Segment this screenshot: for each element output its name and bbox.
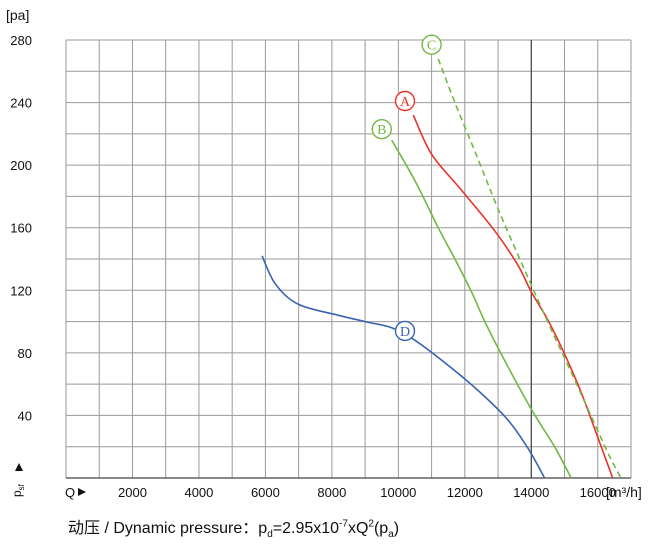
x-tick-label: 16000 [580, 485, 616, 500]
formula-q: xQ [347, 520, 369, 537]
x-tick-label: 14000 [513, 485, 549, 500]
y-tick-label: 160 [10, 221, 32, 236]
fan-performance-chart: 40 80 120 160 200 240 280 2000 4000 6000 8000 10000… [6, 7, 642, 500]
x-tick-label: 12000 [447, 485, 483, 500]
grid [65, 39, 632, 479]
curve-d [261, 255, 546, 479]
y-tick-label: 280 [10, 33, 32, 48]
x-tick-label: 2000 [118, 485, 147, 500]
formula-exp: -7 [339, 518, 348, 530]
curve-label-circle [394, 320, 416, 342]
y-tick-label: 200 [10, 158, 32, 173]
y-unit-label: [pa] [6, 7, 29, 23]
curve-label-circle [421, 34, 442, 55]
curve-a [412, 114, 614, 479]
x-unit-label: [m³/h] [606, 484, 642, 500]
formula-q-exp: 2 [368, 518, 374, 530]
x-tick-label: 4000 [184, 485, 213, 500]
curve-labels: AB C D [371, 34, 442, 342]
tick-labels: 40 80 120 160 200 240 280 2000 4000 6000 8000 10000… [10, 33, 616, 500]
curve-label-text: B [377, 123, 386, 138]
curve-label-circle [371, 118, 392, 140]
curve-label-c: C [421, 34, 442, 55]
x-tick-label: 8000 [317, 485, 346, 500]
curve-label-circle [394, 90, 416, 112]
curve-b [391, 139, 572, 479]
p-axis-symbol: psf [10, 483, 26, 497]
q-arrow-icon [78, 488, 86, 496]
q-axis-symbol: Q [65, 485, 75, 500]
curve-label-a: A [394, 90, 416, 112]
q-axis-marker: Q [65, 485, 86, 500]
formula-prefix: 动压 / Dynamic pressure： [68, 520, 259, 537]
p-axis-marker: psf [10, 463, 26, 497]
curve-label-d: D [394, 320, 416, 342]
y-tick-label: 120 [10, 283, 32, 298]
y-tick-label: 80 [18, 346, 32, 361]
formula-pa-sub: a [388, 529, 394, 541]
dynamic-pressure-formula: 动压 / Dynamic pressure：pd=2.95x10-7xQ2(pa… [68, 514, 400, 541]
formula-open: (p [373, 520, 389, 537]
x-tick-label: 10000 [380, 485, 416, 500]
formula-coef: =2.95x10 [272, 520, 340, 537]
curve-label-text: A [400, 95, 411, 110]
p-axis-symbol-letter: p [10, 490, 24, 497]
formula-p: p [258, 520, 268, 537]
y-tick-label: 240 [10, 96, 32, 111]
curve-label-b: B [371, 118, 392, 140]
p-axis-symbol-sub: sf [17, 483, 26, 490]
p-arrow-icon [15, 463, 23, 471]
x-tick-label: 6000 [251, 485, 280, 500]
curve-c [437, 58, 622, 479]
y-tick-label: 40 [18, 408, 32, 423]
curve-label-text: C [427, 39, 436, 54]
formula-close: ) [393, 520, 400, 537]
curve-label-text: D [400, 325, 410, 340]
formula-p-sub: d [267, 529, 273, 541]
